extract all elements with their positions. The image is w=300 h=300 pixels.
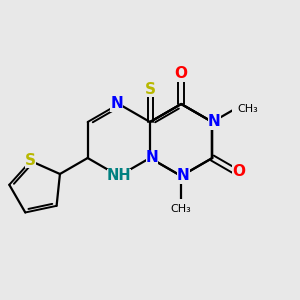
Text: S: S <box>25 154 36 169</box>
Text: N: N <box>110 97 123 112</box>
Text: S: S <box>145 82 155 97</box>
Text: O: O <box>175 67 188 82</box>
Text: NH: NH <box>106 169 131 184</box>
Text: N: N <box>177 169 190 184</box>
Text: CH₃: CH₃ <box>171 204 192 214</box>
Text: N: N <box>208 115 221 130</box>
Text: CH₃: CH₃ <box>237 104 258 114</box>
Text: O: O <box>232 164 245 179</box>
Text: N: N <box>146 151 158 166</box>
